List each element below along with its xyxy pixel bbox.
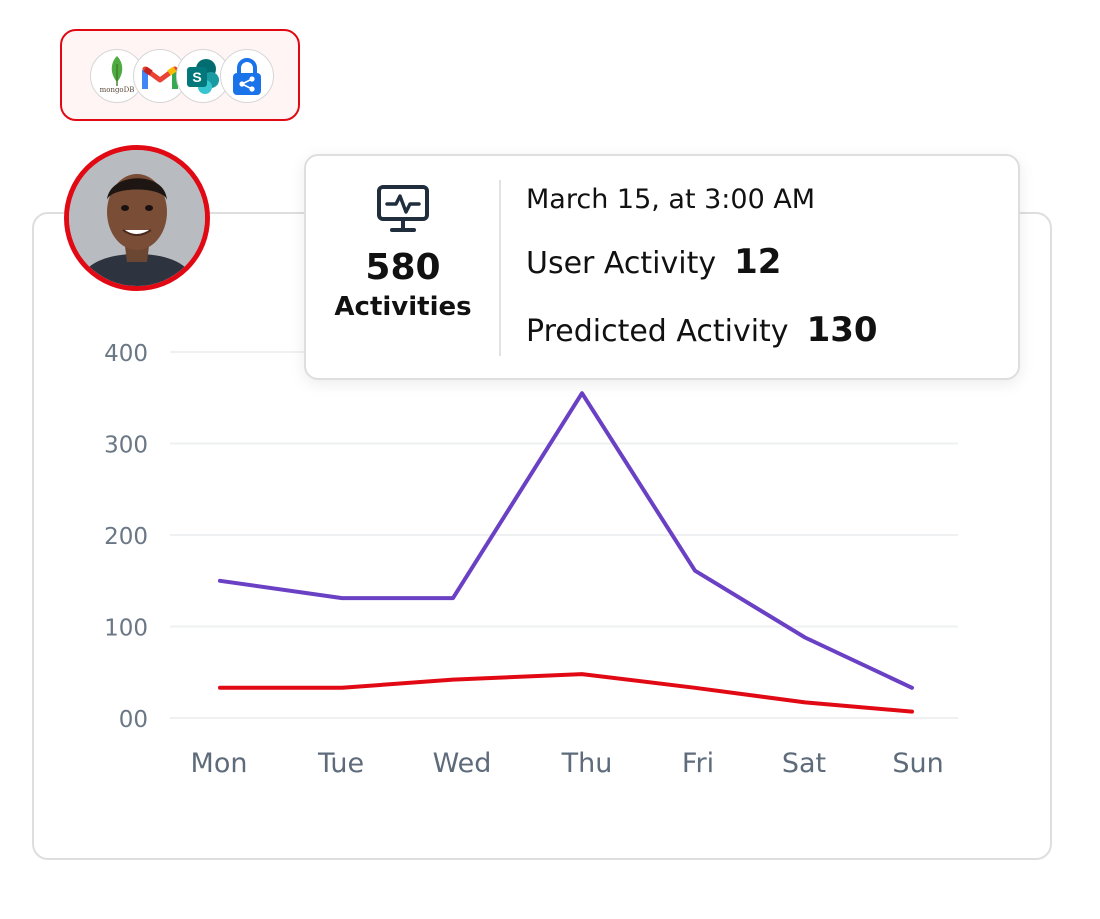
activity-total: 580 Activities	[306, 156, 500, 378]
activity-total-count: 580	[365, 247, 441, 288]
predicted-activity-row: Predicted Activity 130	[526, 310, 1006, 356]
gmail-logo[interactable]	[133, 49, 187, 103]
x-tick-label: Sun	[892, 748, 943, 779]
mongodb-wordmark: mongoDB	[100, 86, 135, 94]
series-line-user-activity	[218, 672, 914, 714]
secure-share-logo[interactable]	[220, 49, 274, 103]
monitor-pulse-icon	[377, 185, 429, 232]
lock-share-icon	[233, 58, 261, 95]
x-tick-label: Mon	[191, 748, 248, 779]
user-activity-value: 12	[734, 242, 782, 282]
gmail-icon	[142, 66, 178, 89]
y-tick-label: 200	[104, 524, 148, 550]
user-activity-label: User Activity	[526, 246, 717, 281]
y-tick-label: 400	[104, 341, 148, 367]
integrations-panel: mongoDB S	[60, 29, 300, 121]
predicted-activity-label: Predicted Activity	[526, 314, 789, 349]
x-tick-label: Thu	[561, 748, 613, 779]
avatar-portrait-icon	[69, 150, 205, 286]
series-line-predicted-activity	[218, 391, 914, 690]
tooltip-details: March 15, at 3:00 AM User Activity 12 Pr…	[526, 180, 1006, 356]
y-tick-label: 300	[104, 433, 148, 459]
sharepoint-icon: S	[187, 59, 219, 94]
y-tick-label: 00	[119, 707, 148, 733]
user-activity-row: User Activity 12	[526, 242, 1006, 288]
sharepoint-letter: S	[192, 69, 201, 85]
y-tick-label: 100	[104, 616, 148, 642]
tooltip-timestamp: March 15, at 3:00 AM	[526, 184, 816, 215]
predicted-activity-value: 130	[806, 310, 878, 350]
mongodb-leaf-icon: mongoDB	[100, 56, 135, 94]
tooltip-divider	[499, 180, 501, 356]
x-tick-label: Wed	[433, 748, 492, 779]
avatar[interactable]	[64, 145, 210, 291]
x-tick-label: Sat	[782, 748, 826, 779]
activity-total-label: Activities	[334, 292, 472, 322]
activity-tooltip: 580 Activities March 15, at 3:00 AM User…	[304, 154, 1020, 380]
x-tick-label: Fri	[682, 748, 714, 779]
mongodb-logo[interactable]: mongoDB	[90, 49, 144, 103]
x-tick-label: Tue	[317, 748, 364, 779]
